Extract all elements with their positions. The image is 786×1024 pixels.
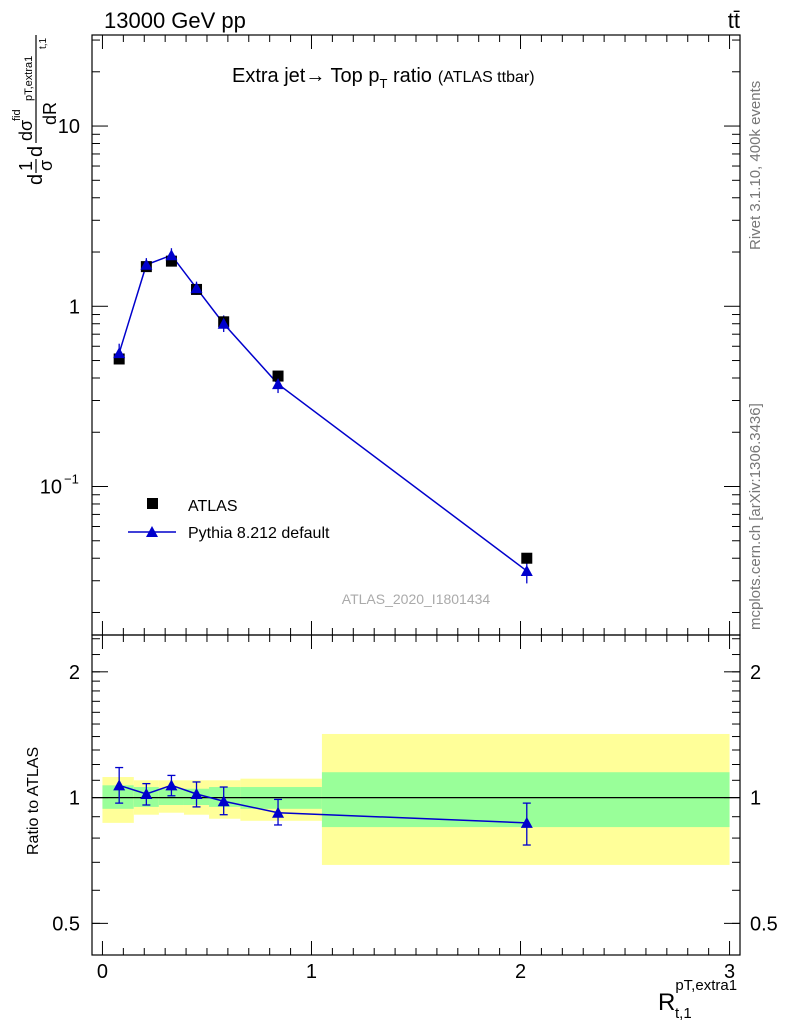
band-inner-2	[158, 788, 184, 806]
x-axis-label-sup: pT,extra1	[675, 977, 737, 994]
ylabel-fid: fid	[11, 109, 23, 121]
pythia-point	[140, 258, 153, 270]
ylabel-dsigma: dσ	[16, 120, 36, 141]
x-tick-label: 0	[97, 961, 108, 983]
ylabel-sigma: σ	[36, 160, 56, 171]
ylabel-one: 1	[16, 161, 36, 171]
pythia-point	[190, 282, 203, 294]
atlas-point	[272, 370, 284, 382]
ratio-pythia-point	[113, 779, 126, 791]
atlas-point	[521, 552, 533, 564]
pythia-point	[165, 249, 178, 261]
main-y-axis-label: d 1 σ d dσ fid dR pT,extra1 t,1	[11, 35, 60, 185]
pythia-point	[217, 317, 230, 329]
ylabel-dR: dR	[40, 102, 60, 125]
ratio-y-tick-label-right: 0.5	[750, 913, 778, 935]
ylabel-sup: pT,extra1	[23, 56, 35, 101]
main-panel-marks	[113, 248, 533, 584]
chart-title-suffix: ratio	[387, 65, 431, 87]
x-axis-label-sub: t,1	[675, 1005, 692, 1022]
legend-marker-pythia	[146, 526, 158, 537]
ratio-y-axis-label: Ratio to ATLAS	[25, 747, 42, 855]
chart-title-note: (ATLAS ttbar)	[438, 69, 535, 86]
y-tick-label-exp: −1	[64, 472, 79, 487]
ratio-pythia-point	[190, 788, 203, 800]
energy-label: 13000 GeV pp	[104, 8, 246, 33]
atlas-point	[165, 255, 177, 267]
ratio-pythia-point	[140, 788, 153, 800]
ylabel-sub: t,1	[38, 37, 49, 49]
y-tick-label: 1	[69, 296, 80, 318]
chart-title-sub: T	[379, 76, 387, 91]
ratio-panel-frame: 2 2 1 1 0.5 0.5 0 1 2 3	[52, 634, 778, 983]
ratio-panel-marks	[113, 766, 533, 846]
ratio-y-tick-label-right: 2	[750, 662, 761, 684]
y-tick-label: 10	[58, 116, 80, 138]
ratio-pythia-point	[272, 806, 285, 818]
legend-marker-atlas	[147, 498, 158, 509]
x-axis-label: RpT,extra1	[658, 977, 737, 1016]
band-inner-4	[209, 787, 241, 807]
chart-title-main: Extra jet→ Top p	[232, 65, 379, 87]
ylabel-R: R	[40, 102, 60, 115]
chart-title: Extra jet→ Top pT ratio (ATLAS ttbar)	[232, 65, 535, 91]
pythia-point	[113, 347, 126, 359]
x-tick-label: 3	[724, 961, 735, 983]
ylabel-d1: d	[25, 174, 47, 185]
legend: ATLAS Pythia 8.212 default	[128, 498, 330, 542]
rivet-label: Rivet 3.1.10, 400k events	[747, 81, 764, 250]
process-label: tt̄	[728, 8, 740, 33]
ratio-y-tick-label: 1	[69, 788, 80, 810]
legend-label-atlas: ATLAS	[188, 498, 238, 515]
atlas-point	[113, 353, 125, 365]
y-tick-label: 10	[40, 477, 62, 499]
pythia-point	[520, 564, 533, 576]
legend-label-pythia: Pythia 8.212 default	[188, 525, 330, 542]
ratio-y-tick-label-right: 1	[750, 788, 761, 810]
analysis-watermark: ATLAS_2020_I1801434	[342, 591, 491, 607]
x-axis-label-main: R	[658, 989, 675, 1016]
mcplots-label: mcplots.cern.ch [arXiv:1306.3436]	[747, 403, 764, 630]
ratio-y-tick-label: 0.5	[52, 913, 80, 935]
x-tick-label: 1	[306, 961, 317, 983]
ratio-pythia-point	[520, 816, 533, 828]
pythia-point	[272, 378, 285, 390]
ylabel-d2: d	[25, 146, 47, 157]
plot-frame	[91, 34, 741, 636]
x-tick-label: 2	[515, 961, 526, 983]
ratio-pythia-point	[217, 795, 230, 807]
ratio-pythia-point	[165, 779, 178, 791]
ratio-y-tick-label: 2	[69, 662, 80, 684]
pythia-line	[118, 254, 528, 572]
